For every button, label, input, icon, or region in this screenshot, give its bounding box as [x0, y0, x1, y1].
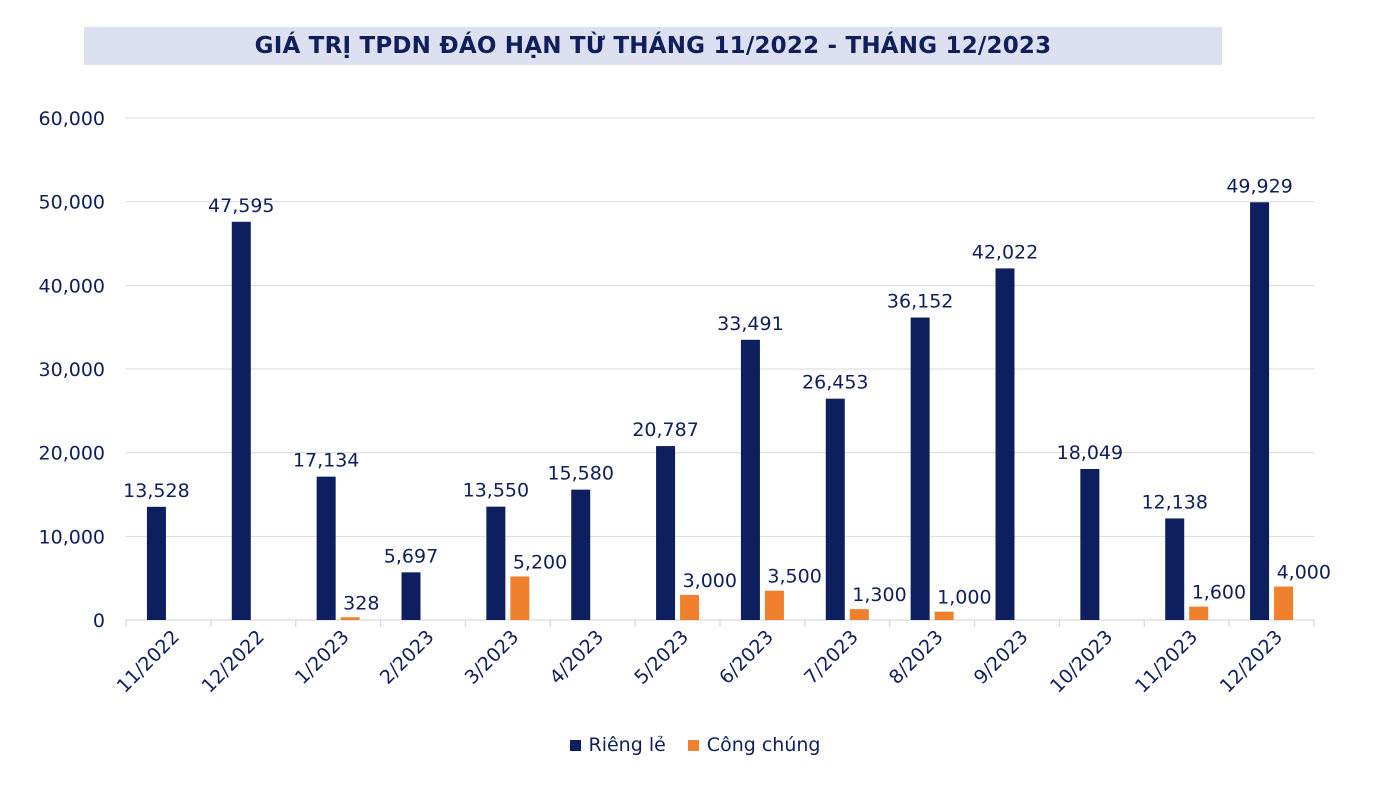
bar-cong-chung	[680, 594, 700, 620]
data-label: 42,022	[972, 241, 1038, 263]
data-label: 1,000	[937, 587, 991, 609]
data-label: 17,134	[293, 450, 359, 472]
bar-rieng-le	[1080, 468, 1100, 620]
data-label: 49,929	[1226, 175, 1292, 197]
x-tick-label: 2/2023	[376, 626, 439, 689]
legend-item-rieng-le: Riêng lẻ	[569, 734, 666, 756]
bar-rieng-le	[740, 339, 760, 620]
bar-cong-chung	[934, 611, 954, 620]
legend-swatch-cong-chung	[687, 739, 699, 751]
bar-rieng-le	[571, 489, 591, 620]
y-tick-label: 20,000	[39, 443, 105, 465]
data-label: 328	[343, 592, 379, 614]
x-tick-label: 3/2023	[461, 626, 524, 689]
data-label: 26,453	[802, 372, 868, 394]
bar-cong-chung	[849, 609, 869, 620]
legend-label-rieng-le: Riêng lẻ	[588, 734, 666, 756]
x-tick-label: 10/2023	[1046, 626, 1117, 697]
data-label: 13,528	[123, 480, 189, 502]
bar-rieng-le	[910, 317, 930, 620]
data-label: 5,200	[513, 551, 567, 573]
data-label: 20,787	[632, 419, 698, 441]
y-tick-label: 60,000	[39, 108, 105, 130]
x-tick-label: 4/2023	[545, 626, 608, 689]
bar-rieng-le	[1165, 518, 1185, 620]
data-label: 3,000	[683, 570, 737, 592]
y-tick-label: 50,000	[39, 192, 105, 214]
bar-cong-chung	[1274, 586, 1294, 620]
data-label: 47,595	[208, 195, 274, 217]
bar-rieng-le	[486, 506, 506, 620]
bar-cong-chung	[1189, 606, 1209, 620]
bar-rieng-le	[316, 476, 336, 620]
bar-rieng-le	[1250, 202, 1270, 621]
legend-item-cong-chung: Công chúng	[687, 734, 821, 756]
data-label: 18,049	[1057, 442, 1123, 464]
data-label: 33,491	[717, 313, 783, 335]
x-tick-label: 8/2023	[885, 626, 948, 689]
data-label: 1,600	[1192, 582, 1246, 604]
chart-title: GIÁ TRỊ TPDN ĐÁO HẠN TỪ THÁNG 11/2022 - …	[254, 33, 1052, 59]
y-tick-label: 0	[93, 610, 105, 632]
x-tick-label: 5/2023	[630, 626, 693, 689]
chart-legend: Riêng lẻ Công chúng	[0, 734, 1390, 756]
x-tick-label: 1/2023	[291, 626, 354, 689]
data-label: 12,138	[1141, 491, 1207, 513]
x-tick-label: 11/2022	[113, 626, 184, 697]
chart-title-bar: GIÁ TRỊ TPDN ĐÁO HẠN TỪ THÁNG 11/2022 - …	[84, 27, 1222, 65]
data-label: 36,152	[887, 291, 953, 313]
data-label: 5,697	[384, 545, 438, 567]
data-label: 3,500	[767, 566, 821, 588]
y-tick-label: 40,000	[39, 275, 105, 297]
bar-rieng-le	[146, 506, 166, 620]
bar-rieng-le	[995, 268, 1015, 620]
data-label: 13,550	[463, 480, 529, 502]
data-label: 4,000	[1277, 562, 1331, 584]
x-tick-label: 12/2022	[197, 626, 268, 697]
x-tick-label: 9/2023	[970, 626, 1033, 689]
x-tick-label: 7/2023	[800, 626, 863, 689]
bar-rieng-le	[401, 572, 421, 620]
y-tick-label: 30,000	[39, 359, 105, 381]
x-tick-label: 12/2023	[1216, 626, 1287, 697]
bar-cong-chung	[340, 617, 360, 620]
data-label: 15,580	[547, 463, 613, 485]
bar-cong-chung	[510, 576, 530, 620]
bar-rieng-le	[231, 221, 251, 620]
y-tick-label: 10,000	[39, 526, 105, 548]
x-tick-label: 11/2023	[1131, 626, 1202, 697]
legend-swatch-rieng-le	[569, 739, 581, 751]
bar-rieng-le	[825, 398, 845, 620]
x-tick-label: 6/2023	[715, 626, 778, 689]
bar-rieng-le	[656, 446, 676, 620]
bar-cong-chung	[764, 590, 784, 620]
legend-label-cong-chung: Công chúng	[706, 734, 821, 756]
data-label: 1,300	[852, 584, 906, 606]
